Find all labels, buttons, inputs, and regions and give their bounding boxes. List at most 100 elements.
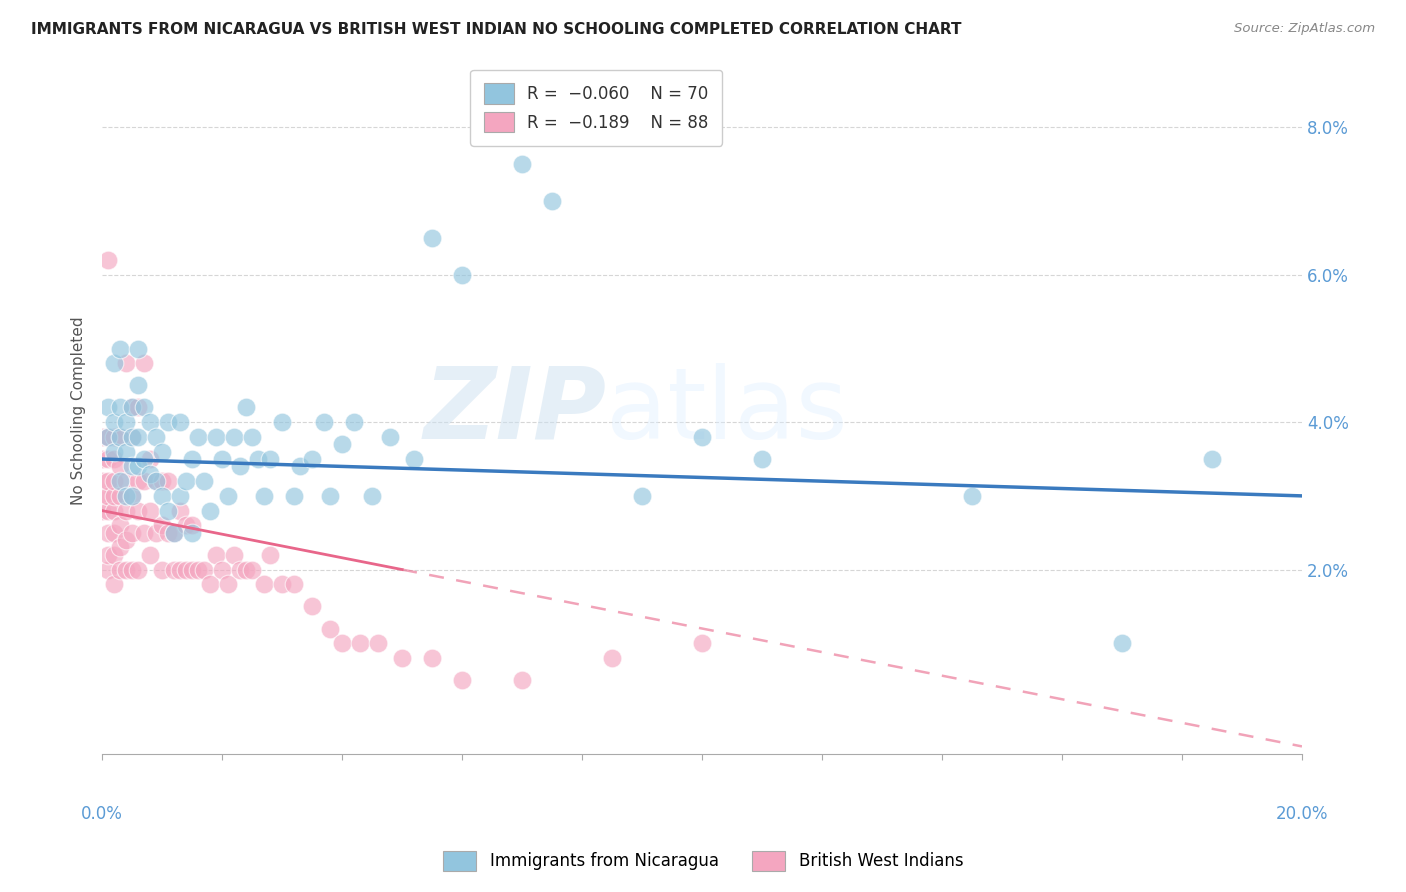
Point <box>1111 636 1133 650</box>
Point <box>91 452 114 467</box>
Point <box>121 489 143 503</box>
Point <box>301 599 323 614</box>
Point <box>271 415 294 429</box>
Point <box>193 474 215 488</box>
Point <box>108 430 131 444</box>
Point <box>217 577 239 591</box>
Point <box>181 518 204 533</box>
Point <box>420 651 443 665</box>
Point <box>510 673 533 687</box>
Point <box>115 415 138 429</box>
Point <box>145 525 167 540</box>
Point <box>121 430 143 444</box>
Point <box>319 489 342 503</box>
Point <box>127 563 149 577</box>
Point <box>283 489 305 503</box>
Point <box>349 636 371 650</box>
Point <box>163 525 186 540</box>
Point <box>91 474 114 488</box>
Point <box>139 548 162 562</box>
Text: ZIP: ZIP <box>423 363 606 459</box>
Point <box>224 548 246 562</box>
Point <box>103 430 125 444</box>
Point <box>205 548 228 562</box>
Point <box>115 503 138 517</box>
Point <box>121 563 143 577</box>
Point <box>97 503 120 517</box>
Point <box>378 430 401 444</box>
Point <box>97 401 120 415</box>
Point <box>134 452 156 467</box>
Point <box>121 525 143 540</box>
Point <box>127 503 149 517</box>
Point <box>108 541 131 555</box>
Point <box>108 342 131 356</box>
Point <box>169 489 191 503</box>
Point <box>103 452 125 467</box>
Point <box>139 415 162 429</box>
Point <box>211 563 233 577</box>
Point <box>205 430 228 444</box>
Point <box>541 194 564 209</box>
Point <box>163 563 186 577</box>
Point <box>134 356 156 370</box>
Point <box>121 459 143 474</box>
Point <box>97 474 120 488</box>
Point <box>288 459 311 474</box>
Point <box>139 452 162 467</box>
Legend: Immigrants from Nicaragua, British West Indians: Immigrants from Nicaragua, British West … <box>434 842 972 880</box>
Point <box>631 489 654 503</box>
Point <box>103 548 125 562</box>
Point <box>127 459 149 474</box>
Point <box>150 563 173 577</box>
Point <box>91 503 114 517</box>
Point <box>103 474 125 488</box>
Point <box>174 518 197 533</box>
Point <box>115 563 138 577</box>
Point <box>150 444 173 458</box>
Point <box>127 401 149 415</box>
Point <box>97 452 120 467</box>
Point <box>169 563 191 577</box>
Point <box>134 525 156 540</box>
Text: Source: ZipAtlas.com: Source: ZipAtlas.com <box>1234 22 1375 36</box>
Text: IMMIGRANTS FROM NICARAGUA VS BRITISH WEST INDIAN NO SCHOOLING COMPLETED CORRELAT: IMMIGRANTS FROM NICARAGUA VS BRITISH WES… <box>31 22 962 37</box>
Point <box>97 563 120 577</box>
Point <box>121 489 143 503</box>
Point <box>108 430 131 444</box>
Point <box>108 401 131 415</box>
Point <box>391 651 413 665</box>
Point <box>319 622 342 636</box>
Point <box>97 253 120 268</box>
Point <box>145 474 167 488</box>
Y-axis label: No Schooling Completed: No Schooling Completed <box>72 317 86 506</box>
Point <box>157 503 180 517</box>
Point <box>404 452 426 467</box>
Point <box>1201 452 1223 467</box>
Point <box>510 157 533 171</box>
Point <box>367 636 389 650</box>
Point <box>187 430 209 444</box>
Point <box>139 467 162 481</box>
Point <box>174 563 197 577</box>
Point <box>224 430 246 444</box>
Point <box>103 415 125 429</box>
Point <box>121 401 143 415</box>
Point <box>181 563 204 577</box>
Point <box>163 525 186 540</box>
Point <box>253 489 276 503</box>
Point <box>108 489 131 503</box>
Point <box>115 489 138 503</box>
Point <box>127 430 149 444</box>
Point <box>103 356 125 370</box>
Text: atlas: atlas <box>606 363 848 459</box>
Point <box>235 563 257 577</box>
Point <box>97 489 120 503</box>
Point <box>174 474 197 488</box>
Point <box>271 577 294 591</box>
Point <box>115 533 138 547</box>
Point <box>690 430 713 444</box>
Point <box>134 401 156 415</box>
Point <box>150 474 173 488</box>
Point <box>247 452 270 467</box>
